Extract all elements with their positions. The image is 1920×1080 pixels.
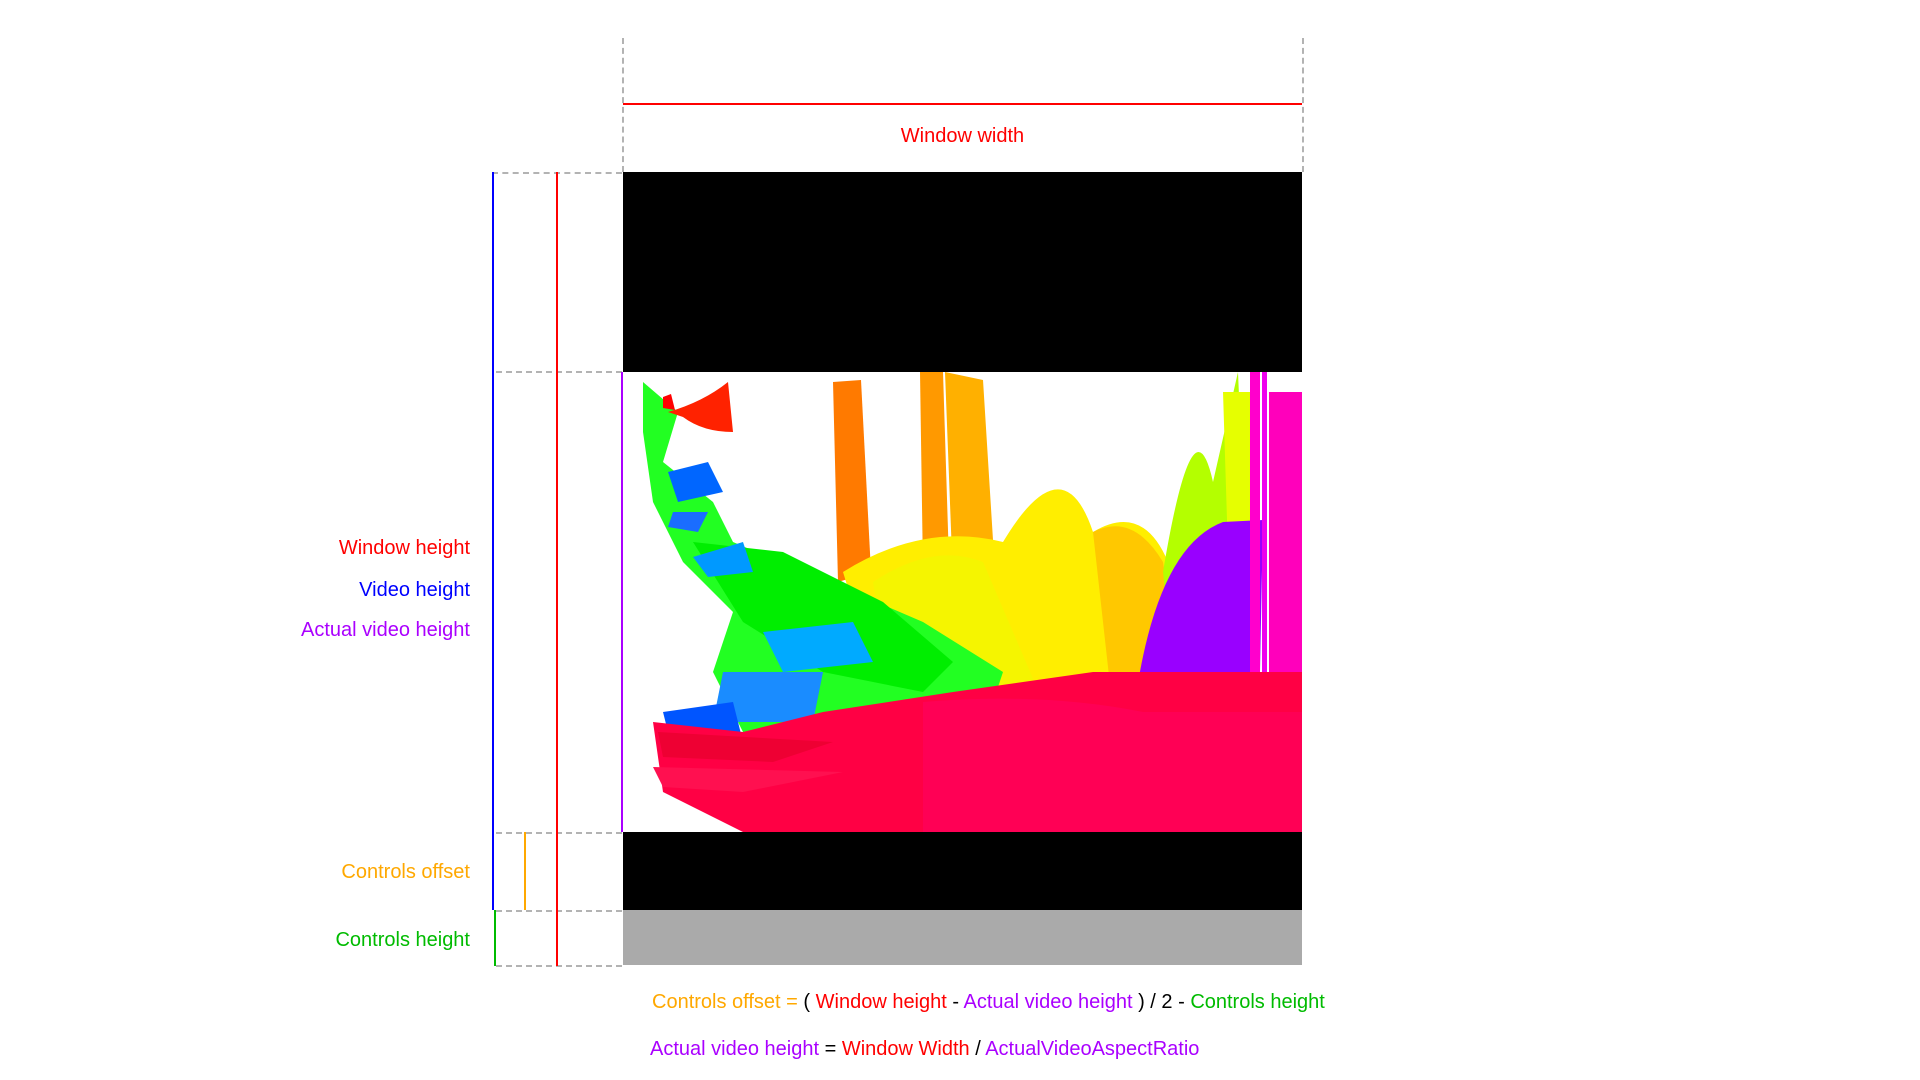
window-bottom-guide — [496, 965, 622, 967]
formula-term: Window height — [815, 991, 947, 1013]
window-right-guide — [1302, 38, 1304, 172]
formula-term: ActualVideoAspectRatio — [985, 1038, 1200, 1060]
formula-term: Actual video height — [650, 1038, 820, 1060]
letterbox-top — [623, 172, 1302, 372]
colorful-abstract-video-frame-icon — [643, 372, 1302, 832]
actual-video-height-formula: Actual video height = Window Width / Act… — [650, 1037, 1199, 1061]
window-height-label: Window height — [338, 537, 470, 559]
window-width-label: Window width — [900, 125, 1025, 147]
actual-video-height-line — [621, 372, 623, 832]
formula-term: - — [952, 991, 960, 1013]
formula-term: ) / 2 - — [1138, 991, 1185, 1013]
window-left-guide — [622, 38, 624, 172]
video-bottom-guide — [496, 832, 622, 834]
controls-offset-formula: Controls offset = ( Window height - Actu… — [652, 990, 1325, 1014]
controls-height-label: Controls height — [335, 929, 470, 951]
video-height-label: Video height — [359, 579, 470, 601]
video-height-line — [492, 172, 494, 910]
formula-term: Actual video height — [963, 991, 1133, 1013]
window-height-line — [556, 172, 558, 966]
formula-term: Controls offset = — [652, 991, 798, 1013]
formula-term: ( — [803, 991, 811, 1013]
video-top-guide — [496, 371, 622, 373]
controls-height-line — [494, 910, 496, 966]
formula-term: Window Width — [841, 1038, 970, 1060]
video-frame — [623, 372, 1302, 832]
controls-offset-label: Controls offset — [341, 861, 470, 883]
controls-bar — [623, 910, 1302, 965]
formula-term: Controls height — [1190, 991, 1325, 1013]
formula-term: / — [975, 1038, 981, 1060]
controls-offset-line — [524, 832, 526, 910]
letterbox-bottom — [623, 832, 1302, 910]
controls-top-guide — [496, 910, 622, 912]
actual-video-height-label: Actual video height — [300, 619, 470, 641]
formula-term: = — [824, 1038, 837, 1060]
window-width-line — [623, 103, 1302, 105]
